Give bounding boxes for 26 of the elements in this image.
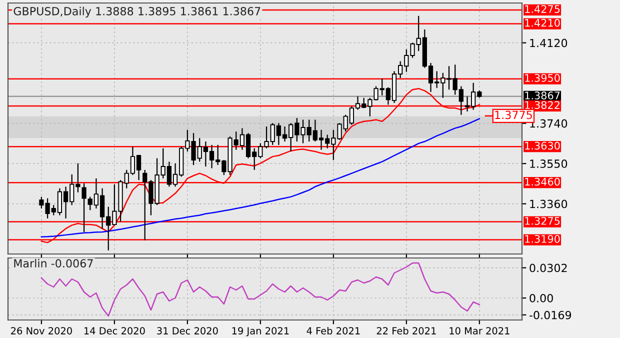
annotation: 1.3775	[495, 110, 532, 120]
ref-line-label: 1.3630	[525, 142, 560, 150]
x-tick-label: 31 Dec 2020	[157, 327, 218, 334]
x-tick-label: 14 Dec 2020	[84, 327, 145, 334]
y-tick-label: 1.4120	[530, 38, 568, 48]
ref-line-label: 1.3867	[525, 92, 560, 100]
y-tick-label: -0.0169	[529, 310, 572, 320]
y-tick-label: 0.0302	[530, 264, 567, 272]
y-tick-label: 1.3360	[530, 200, 568, 208]
ref-line-label: 1.3460	[525, 178, 560, 186]
x-tick-label: 22 Feb 2021	[376, 326, 436, 334]
x-tick-label: 4 Feb 2021	[306, 326, 360, 334]
x-tick-label: 19 Jan 2021	[232, 327, 289, 336]
x-tick-label: 10 Mar 2021	[450, 327, 510, 334]
ref-line-label: 1.3190	[525, 234, 560, 243]
chart-title: GBPUSD,Daily 1.3888 1.3895 1.3861 1.3867	[14, 6, 260, 18]
ref-line-label: 1.4275	[525, 5, 560, 14]
ref-line-label: 1.3822	[525, 101, 560, 109]
chart-title: Marlin -0.0067	[14, 258, 93, 268]
y-tick-label: 0.00	[530, 294, 553, 302]
ref-line-label: 1.3950	[525, 74, 560, 82]
ref-line-label: 1.3275	[525, 216, 560, 225]
y-tick-label: 1.3550	[530, 160, 568, 168]
line-series	[40, 118, 480, 238]
x-tick-label: 26 Nov 2020	[11, 327, 72, 334]
ref-line-label: 1.4210	[525, 18, 560, 27]
